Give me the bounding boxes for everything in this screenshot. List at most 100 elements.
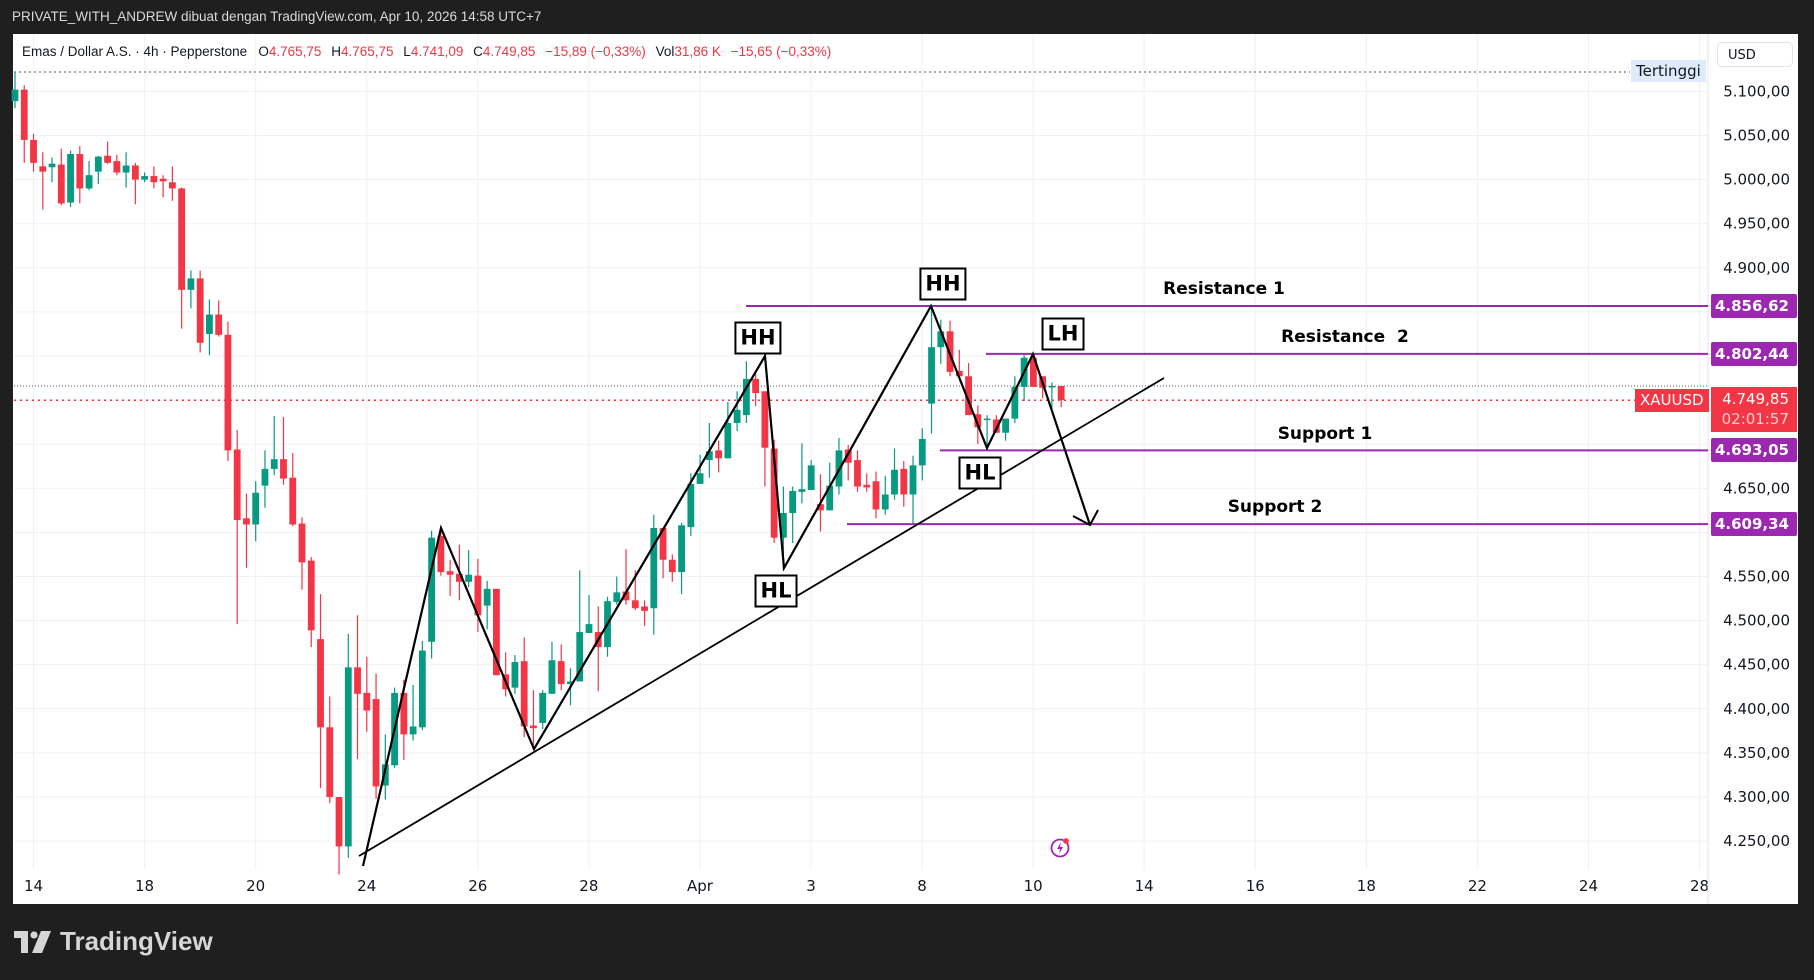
lightning-icon[interactable] bbox=[1049, 836, 1071, 858]
candle bbox=[344, 633, 352, 858]
candle bbox=[548, 641, 556, 694]
candle bbox=[585, 595, 593, 633]
candle-body bbox=[437, 535, 445, 573]
support-1-label[interactable]: Support 1 bbox=[1277, 424, 1373, 444]
candle-body bbox=[992, 419, 1000, 433]
candle-body bbox=[76, 154, 84, 189]
candle bbox=[576, 570, 584, 682]
change-value: −15,89 (−0,33%) bbox=[545, 44, 646, 59]
candle bbox=[67, 150, 74, 207]
candle-body bbox=[724, 423, 732, 459]
candle bbox=[844, 445, 852, 481]
open-value: 4.765,75 bbox=[268, 44, 322, 59]
candle-body bbox=[854, 460, 861, 487]
candle bbox=[298, 517, 306, 590]
currency-button[interactable]: USD bbox=[1717, 42, 1793, 67]
resistance-1-label[interactable]: Resistance 1 bbox=[1163, 279, 1285, 299]
candle bbox=[983, 415, 991, 451]
candle-body bbox=[631, 600, 639, 609]
candle bbox=[39, 152, 47, 210]
x-tick-label: 28 bbox=[579, 877, 598, 895]
candle-body bbox=[974, 414, 982, 428]
candle-body bbox=[400, 692, 408, 735]
candle bbox=[668, 554, 676, 582]
y-tick-label: 4.950,00 bbox=[1723, 215, 1790, 233]
x-tick-label: 20 bbox=[246, 877, 265, 895]
y-tick-label: 4.400,00 bbox=[1723, 700, 1790, 718]
y-tick-label: 5.000,00 bbox=[1723, 171, 1790, 189]
candle-body bbox=[641, 606, 648, 611]
candle bbox=[317, 594, 324, 789]
arrow-head-icon bbox=[1072, 509, 1099, 527]
x-tick-label: 18 bbox=[1357, 877, 1376, 895]
resistance-2-label[interactable]: Resistance 2 bbox=[1281, 327, 1409, 347]
candle-body bbox=[178, 188, 186, 290]
candle bbox=[659, 527, 667, 579]
candle-body bbox=[780, 512, 787, 538]
support-2-label[interactable]: Support 2 bbox=[1227, 497, 1323, 517]
candle-body bbox=[1011, 386, 1019, 419]
candle bbox=[141, 172, 149, 183]
candle-body bbox=[650, 527, 658, 609]
candle-body bbox=[261, 468, 269, 486]
candle-body bbox=[141, 176, 149, 180]
candle-body bbox=[270, 459, 278, 469]
candle bbox=[752, 373, 760, 407]
zigzag-path bbox=[361, 303, 1092, 867]
candle bbox=[168, 166, 176, 201]
candle-body bbox=[770, 448, 778, 538]
pivot-label-hl-1[interactable]: HL bbox=[754, 574, 798, 608]
symbol-title[interactable]: Emas / Dollar A.S. · 4h · Pepperstone bbox=[22, 44, 248, 59]
candle-body bbox=[493, 588, 500, 676]
open-label: O bbox=[258, 44, 269, 59]
candle-body bbox=[94, 156, 102, 172]
symbol-price-tag: XAUUSD bbox=[1635, 389, 1709, 412]
candle-body bbox=[317, 639, 324, 728]
candle bbox=[178, 187, 186, 329]
candle-body bbox=[687, 483, 695, 528]
candle-body bbox=[872, 481, 880, 510]
candle bbox=[446, 559, 454, 596]
candle bbox=[233, 430, 241, 625]
candle-body bbox=[307, 560, 315, 631]
candle bbox=[289, 453, 297, 527]
candle bbox=[881, 475, 889, 515]
x-tick-label: 3 bbox=[806, 877, 816, 895]
candle bbox=[150, 166, 158, 189]
candle-body bbox=[20, 89, 28, 140]
candle bbox=[678, 522, 685, 595]
candle-body bbox=[233, 449, 241, 521]
candle bbox=[252, 481, 260, 542]
candle-body bbox=[113, 161, 121, 173]
candle bbox=[798, 443, 806, 504]
candle-body bbox=[280, 459, 287, 479]
candle bbox=[465, 550, 473, 588]
candle-body bbox=[428, 537, 436, 642]
candle bbox=[57, 148, 65, 206]
symbol-legend: Emas / Dollar A.S. · 4h · Pepperstone O4… bbox=[22, 44, 837, 59]
candle bbox=[696, 454, 704, 484]
candle bbox=[363, 656, 371, 732]
candle bbox=[622, 549, 630, 605]
candle bbox=[955, 349, 963, 377]
candle bbox=[715, 440, 723, 473]
brand-name: TradingView bbox=[60, 926, 213, 956]
volume-value: 31,86 K bbox=[674, 44, 721, 59]
close-label: C bbox=[473, 44, 483, 59]
candle-body bbox=[409, 726, 417, 735]
candle-body bbox=[335, 797, 343, 847]
pivot-label-hh-2[interactable]: HH bbox=[919, 267, 967, 301]
candle-body bbox=[511, 662, 519, 688]
candle bbox=[483, 580, 491, 630]
candle-body bbox=[863, 484, 871, 488]
candle-body bbox=[891, 469, 898, 495]
candle bbox=[94, 155, 102, 185]
candle-body bbox=[705, 451, 713, 461]
pivot-label-lh[interactable]: LH bbox=[1041, 317, 1085, 351]
candle bbox=[335, 797, 343, 875]
candle bbox=[807, 460, 815, 491]
candle-body bbox=[715, 450, 723, 459]
pivot-label-hl-2[interactable]: HL bbox=[958, 456, 1002, 490]
pivot-label-hh-1[interactable]: HH bbox=[734, 321, 782, 355]
